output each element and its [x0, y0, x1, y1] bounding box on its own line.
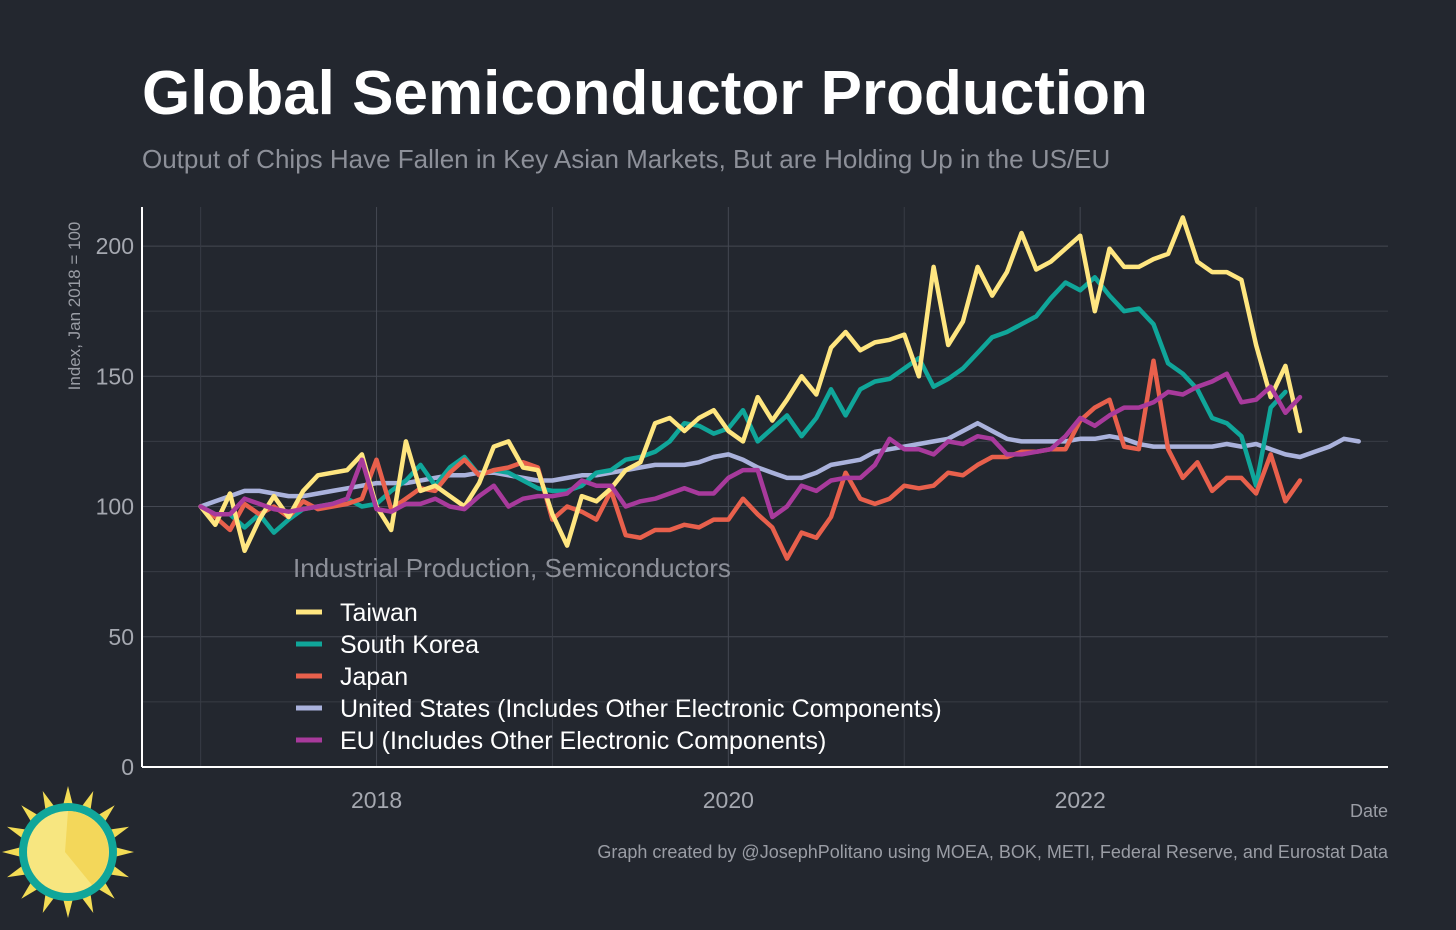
- x-tick-label: 2022: [1055, 787, 1106, 813]
- legend-label: South Korea: [340, 631, 479, 659]
- legend-title: Industrial Production, Semiconductors: [293, 553, 731, 583]
- x-tick-labels: 2018 2020 2022: [351, 787, 1106, 813]
- y-tick-label: 50: [108, 624, 134, 650]
- sun-logo-icon: [2, 786, 134, 918]
- x-axis-label: Date: [1350, 801, 1388, 821]
- legend-label: EU (Includes Other Electronic Components…: [340, 727, 826, 755]
- x-tick-label: 2018: [351, 787, 402, 813]
- series-line-3: [198, 358, 1303, 561]
- legend-label: United States (Includes Other Electronic…: [340, 695, 942, 723]
- y-axis-label: Index, Jan 2018 = 100: [65, 222, 84, 391]
- series-line-2: [198, 275, 1288, 535]
- y-tick-label: 100: [96, 494, 134, 520]
- x-tick-label: 2020: [703, 787, 754, 813]
- y-tick-label: 200: [96, 233, 134, 259]
- gridlines: [142, 207, 1388, 767]
- series-lines: [198, 215, 1361, 561]
- axes: [141, 207, 1388, 768]
- y-tick-label: 150: [96, 363, 134, 389]
- series-line-5: [198, 371, 1303, 520]
- legend-label: Japan: [340, 663, 408, 691]
- chart-title: Global Semiconductor Production: [142, 59, 1148, 128]
- source-credit: Graph created by @JosephPolitano using M…: [597, 842, 1388, 862]
- chart-subtitle: Output of Chips Have Fallen in Key Asian…: [142, 144, 1111, 174]
- series-line-1: [198, 215, 1303, 554]
- y-tick-label: 0: [121, 754, 134, 780]
- legend-label: Taiwan: [340, 599, 418, 627]
- legend: Industrial Production, Semiconductors Ta…: [293, 553, 942, 755]
- y-tick-labels: 0 50 100 150 200: [96, 233, 134, 780]
